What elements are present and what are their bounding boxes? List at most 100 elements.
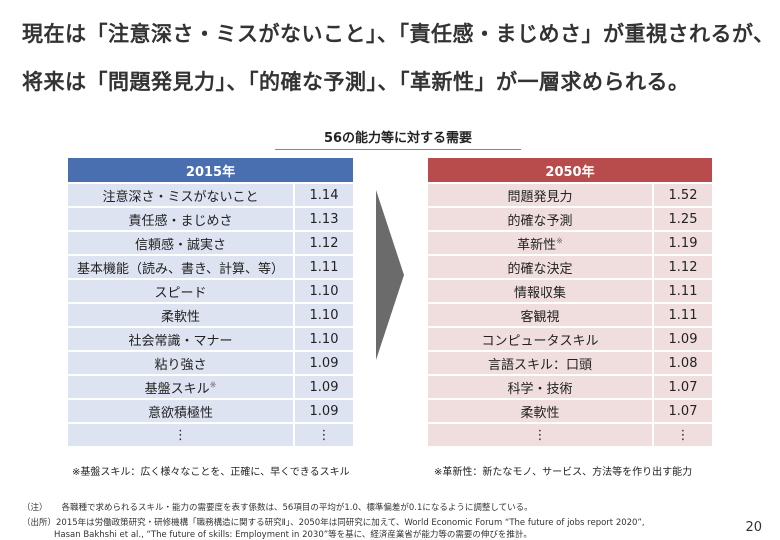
table-2015-row: 基本機能（読み、書き、計算、等） 1.11: [68, 256, 353, 278]
table-2050-skill-name: 客観視: [520, 309, 560, 325]
table-2050-row: 革新性※ 1.19: [428, 232, 712, 254]
table-2015-row: 粘り強さ 1.09: [68, 352, 353, 374]
table-2050-row-label: 柔軟性: [428, 400, 652, 422]
table-2015-skill-name: 社会常識・マナー: [128, 333, 233, 349]
table-2015-row-label: 注意深さ・ミスがないこと: [68, 184, 293, 206]
table-2015-row-value: 1.09: [293, 376, 353, 398]
table-2015-header: 2015年: [68, 158, 353, 182]
table-2050-row-label: 革新性※: [428, 232, 652, 254]
table-2050-row: 情報収集 1.11: [428, 280, 712, 302]
table-2050-note-mark: ※: [556, 236, 563, 246]
table-2015-skill-name: スピード: [154, 285, 207, 301]
table-2015-skill-name: 意欲積極性: [147, 405, 213, 421]
right-arrow-icon: [376, 190, 404, 360]
table-2050-skill-name: 言語スキル：口頭: [487, 357, 592, 373]
table-2015-row-label: 意欲積極性: [68, 400, 293, 422]
table-2050-row-value: 1.07: [652, 376, 712, 398]
footnote-source-label: （出所）: [22, 518, 57, 528]
table-2050-row: 科学・技術 1.07: [428, 376, 712, 398]
table-2050-skill-name: 科学・技術: [507, 381, 573, 397]
footnote-source: （出所）2015年は労働政策研究・研修機構「職務構造に関する研究Ⅱ」、2050年…: [22, 516, 645, 528]
table-2015-row: 注意深さ・ミスがないこと 1.14: [68, 184, 353, 206]
table-2015-skill-name: 粘り強さ: [154, 357, 207, 373]
table-2050-skill-name: 柔軟性: [520, 405, 560, 421]
table-2050-skill-name: 的確な予測: [507, 213, 573, 229]
table-2015: 2015年 注意深さ・ミスがないこと 1.14 責任感・まじめさ 1.13 信頼感・誠実…: [68, 156, 353, 448]
table-2050-row-value: 1.08: [652, 352, 712, 374]
table-2050-row: ⋮ ⋮: [428, 424, 712, 446]
table-2050-row-label: 問題発見力: [428, 184, 652, 206]
table-2050-skill-name: コンピュータスキル: [481, 333, 599, 349]
footnote-note-text: 各職種で求められるスキル・能力の需要度を表す係数は、56項目の平均が1.0、標準…: [61, 503, 533, 513]
table-2050-row-label: 的確な予測: [428, 208, 652, 230]
table-2015-row-value: 1.13: [293, 208, 353, 230]
table-2050-row-value: 1.25: [652, 208, 712, 230]
table-2015-skill-name: 柔軟性: [160, 309, 200, 325]
table-2015-row: 柔軟性 1.10: [68, 304, 353, 326]
table-2050: 2050年 問題発見力 1.52 的確な予測 1.25 革新性※ 1.19 的確な決定 1.1…: [428, 156, 712, 448]
table-2015-header-row: 2015年: [68, 158, 353, 182]
table-2015-row: 責任感・まじめさ 1.13: [68, 208, 353, 230]
table-2015-row: 社会常識・マナー 1.10: [68, 328, 353, 350]
table-2050-row: 柔軟性 1.07: [428, 400, 712, 422]
table-2015-row-value: 1.10: [293, 304, 353, 326]
table-2015-note: ※基盤スキル：広く様々なことを、正確に、早くできるスキル: [72, 467, 350, 478]
table-2015-row: 意欲積極性 1.09: [68, 400, 353, 422]
table-2050-row-value: 1.12: [652, 256, 712, 278]
table-subtitle: 56の能力等に対する需要: [275, 127, 521, 150]
table-2015-row-value: 1.11: [293, 256, 353, 278]
table-2050-header: 2050年: [428, 158, 712, 182]
table-2050-skill-name: 情報収集: [513, 285, 566, 301]
table-2015-row-value: 1.09: [293, 352, 353, 374]
table-2015-row-value: 1.12: [293, 232, 353, 254]
table-2050-header-row: 2050年: [428, 158, 712, 182]
table-2015-row: 基盤スキル※ 1.09: [68, 376, 353, 398]
table-2015-skill-name: 基本機能（読み、書き、計算、等）: [76, 261, 285, 277]
table-2015-row-label: スピード: [68, 280, 293, 302]
table-2050-skill-name: ⋮: [533, 427, 547, 443]
table-2015-row-value: 1.10: [293, 328, 353, 350]
table-2050-row-value: 1.11: [652, 304, 712, 326]
table-2050-row-label: 情報収集: [428, 280, 652, 302]
table-2050-row-label: 科学・技術: [428, 376, 652, 398]
table-2015-row-label: 信頼感・誠実さ: [68, 232, 293, 254]
table-2050-row-value: 1.52: [652, 184, 712, 206]
footnote-note-label: （注）: [22, 503, 48, 513]
table-2050-row: 言語スキル：口頭 1.08: [428, 352, 712, 374]
table-2015-row-label: 責任感・まじめさ: [68, 208, 293, 230]
table-2050-body: 問題発見力 1.52 的確な予測 1.25 革新性※ 1.19 的確な決定 1.12 情報収集 1…: [428, 184, 712, 446]
table-2050-row-value: 1.09: [652, 328, 712, 350]
table-2050-row-label: 的確な決定: [428, 256, 652, 278]
table-2015-skill-name: 基盤スキル: [144, 381, 210, 397]
table-2050-row-value: 1.19: [652, 232, 712, 254]
table-2015-skill-name: 信頼感・誠実さ: [134, 237, 226, 253]
table-2015-skill-name: 責任感・まじめさ: [128, 213, 233, 229]
table-2050-row: 的確な予測 1.25: [428, 208, 712, 230]
table-2050-row: 的確な決定 1.12: [428, 256, 712, 278]
table-2015-body: 注意深さ・ミスがないこと 1.14 責任感・まじめさ 1.13 信頼感・誠実さ 1.12 基…: [68, 184, 353, 446]
table-2015-row: スピード 1.10: [68, 280, 353, 302]
table-2015-row: ⋮ ⋮: [68, 424, 353, 446]
table-2050-row-label: ⋮: [428, 424, 652, 446]
table-2050-note: ※革新性：新たなモノ、サービス、方法等を作り出す能力: [434, 467, 693, 478]
headline-line-2: 将来は「問題発見力」、「的確な予測」、「革新性」が一層求められる。: [22, 70, 690, 94]
table-2015-row-value: 1.14: [293, 184, 353, 206]
table-2050-row: 客観視 1.11: [428, 304, 712, 326]
table-2050-skill-name: 問題発見力: [507, 189, 573, 205]
table-2015-row-value: 1.10: [293, 280, 353, 302]
table-2015-row-value: 1.09: [293, 400, 353, 422]
table-2015-row-label: 社会常識・マナー: [68, 328, 293, 350]
table-2050-row-label: 言語スキル：口頭: [428, 352, 652, 374]
footnote-source-text-1: 2015年は労働政策研究・研修機構「職務構造に関する研究Ⅱ」、2050年は同研究…: [56, 518, 645, 528]
table-2015-note-mark: ※: [209, 380, 217, 390]
table-2050-row-value: ⋮: [652, 424, 712, 446]
table-2050-row-label: コンピュータスキル: [428, 328, 652, 350]
page-number: 20: [745, 520, 762, 535]
headline-line-1: 現在は「注意深さ・ミスがないこと」、「責任感・まじめさ」が重視されるが、: [22, 22, 775, 46]
table-2015-row-label: 柔軟性: [68, 304, 293, 326]
table-2015-row-value: ⋮: [293, 424, 353, 446]
table-2050-skill-name: 的確な決定: [507, 261, 573, 277]
table-2050-row-value: 1.11: [652, 280, 712, 302]
table-2015-skill-name: ⋮: [174, 427, 187, 443]
table-2015-row-label: 粘り強さ: [68, 352, 293, 374]
